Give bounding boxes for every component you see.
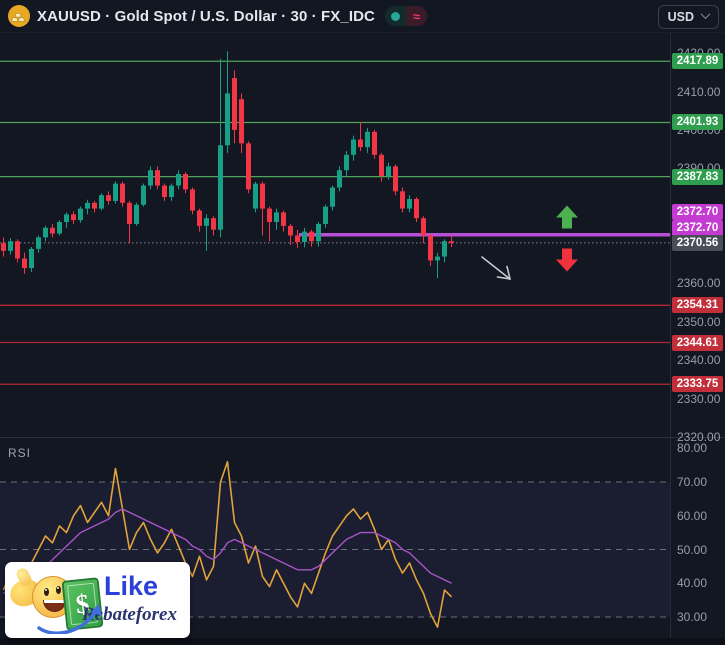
candle	[316, 223, 321, 242]
candle	[351, 139, 356, 155]
drawn-arrow-barb	[496, 276, 511, 280]
candle	[190, 189, 195, 211]
candle	[211, 218, 216, 230]
candle	[218, 145, 223, 230]
candle	[134, 204, 139, 224]
candle	[309, 231, 314, 242]
candle	[288, 225, 293, 236]
up-arrow-annotation[interactable]	[556, 205, 578, 229]
candle	[330, 187, 335, 207]
candle	[386, 166, 391, 176]
candle	[29, 248, 34, 269]
candle	[274, 212, 279, 223]
candle	[393, 166, 398, 192]
candle	[57, 222, 62, 234]
candle	[337, 170, 342, 188]
candle	[232, 78, 237, 130]
candle	[260, 183, 265, 209]
drawn-arrow-barb	[506, 265, 511, 280]
delayed-data-segment: ≈	[405, 6, 427, 26]
candle	[64, 214, 69, 223]
candle	[435, 256, 440, 261]
candle	[78, 208, 83, 221]
candle	[323, 206, 328, 224]
candle	[407, 198, 412, 209]
candle	[400, 191, 405, 209]
logo-like-text: Like	[104, 571, 159, 601]
candle	[204, 218, 209, 226]
candle	[253, 183, 258, 209]
rsi-indicator-label[interactable]: RSI	[8, 446, 32, 460]
realtime-dot-icon	[390, 11, 400, 21]
gold-symbol-icon	[8, 5, 30, 27]
candle	[1, 243, 6, 251]
currency-label: USD	[667, 10, 694, 24]
candle	[449, 241, 454, 243]
candle	[442, 241, 447, 257]
symbol-title[interactable]: XAUUSD · Gold Spot / U.S. Dollar · 30 · …	[37, 7, 375, 25]
candle	[92, 202, 97, 209]
candle	[281, 212, 286, 226]
candle	[162, 185, 167, 198]
candle	[421, 218, 426, 236]
candle	[106, 195, 111, 201]
curved-arrow-icon	[37, 604, 102, 634]
candle	[183, 174, 188, 190]
candle	[43, 227, 48, 238]
candle	[379, 154, 384, 176]
rsi-pane-separator[interactable]	[0, 437, 725, 438]
candle	[120, 183, 125, 203]
price-axis-separator	[670, 32, 671, 638]
candle	[176, 174, 181, 186]
rebateforex-watermark-logo: $ Like Rebateforex	[5, 562, 190, 638]
candle	[99, 195, 104, 209]
candle	[428, 235, 433, 261]
candle	[267, 208, 272, 223]
chart-header: XAUUSD · Gold Spot / U.S. Dollar · 30 · …	[0, 0, 725, 33]
candle	[113, 183, 118, 201]
bottom-toolbar-edge	[0, 638, 725, 645]
candle	[225, 93, 230, 146]
candle	[15, 241, 20, 259]
candle	[85, 202, 90, 209]
candle	[22, 258, 27, 269]
candle	[246, 143, 251, 190]
candle	[344, 154, 349, 171]
rsi-line	[2, 460, 453, 628]
candle	[71, 214, 76, 221]
down-arrow-annotation[interactable]	[556, 248, 578, 272]
candle	[169, 185, 174, 198]
currency-select-button[interactable]: USD	[657, 5, 719, 29]
logo-brand-text: Rebateforex	[82, 604, 177, 625]
candle	[50, 227, 55, 234]
candle	[8, 241, 13, 251]
market-status-toggle[interactable]: ≈	[384, 6, 427, 26]
candle	[148, 170, 153, 186]
candle	[302, 231, 307, 242]
candle	[127, 202, 132, 224]
realtime-status-segment	[384, 6, 406, 26]
approx-wave-icon: ≈	[412, 8, 421, 24]
drawn-arrow-shaft[interactable]	[481, 256, 511, 280]
candle	[365, 131, 370, 148]
rsi-ma-line	[3, 508, 452, 595]
candle	[141, 185, 146, 205]
candle	[414, 198, 419, 219]
candle	[36, 237, 41, 249]
candle	[358, 139, 363, 148]
chevron-down-icon	[700, 9, 711, 20]
candle	[295, 235, 300, 242]
candle	[197, 210, 202, 226]
candle	[372, 131, 377, 155]
candle	[155, 170, 160, 186]
candle	[239, 99, 244, 144]
